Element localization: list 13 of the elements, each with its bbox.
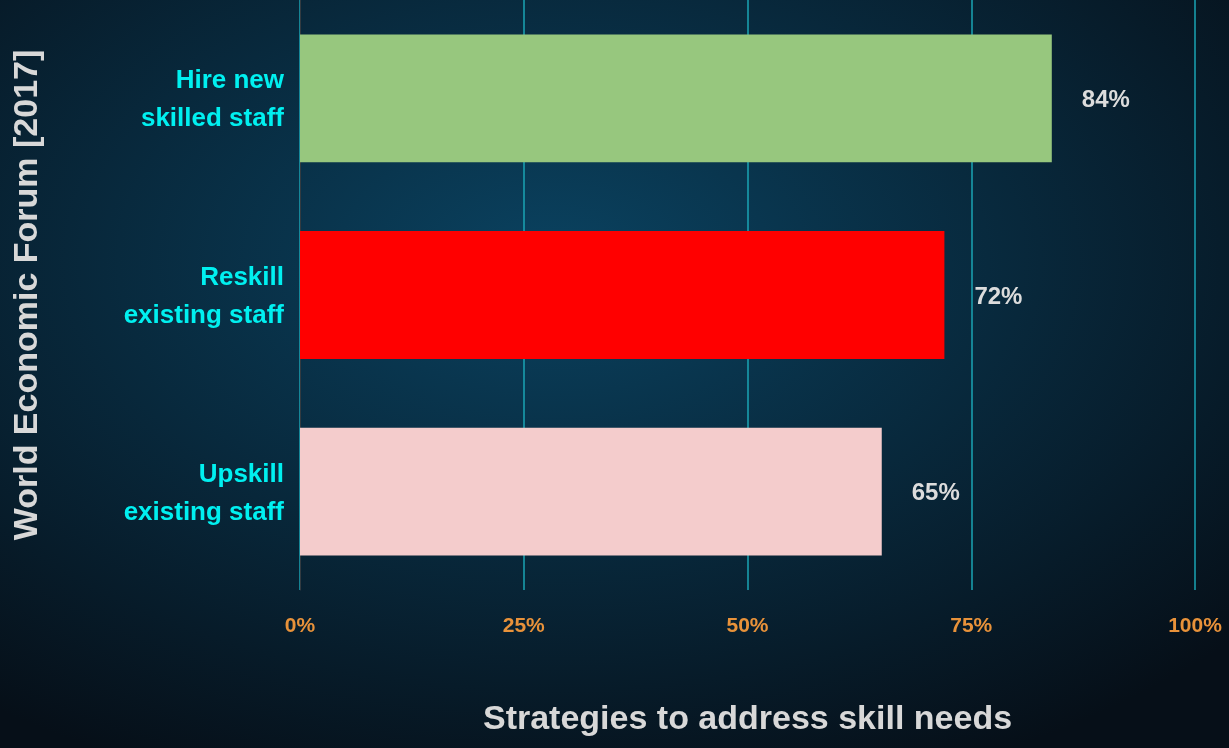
x-tick-label: 25%	[502, 613, 546, 636]
y-tick-label: Upskill existing staff	[123, 457, 285, 526]
x-tick-label: 75%	[950, 613, 993, 636]
y-tick-label: Reskill existing staff	[123, 261, 285, 329]
y-axis-title: World Economic Forum [2017]	[6, 49, 44, 541]
x-axis-title: Strategies to address skill needs	[482, 698, 1013, 736]
y-tick-label: Hire new skilled staff	[140, 64, 285, 133]
x-tick-label: 50%	[726, 613, 769, 636]
data-label: 72%	[974, 281, 1023, 309]
x-tick-label: 0%	[284, 613, 316, 636]
data-label: 84%	[1081, 84, 1130, 112]
x-tick-label: 100%	[1168, 613, 1223, 636]
data-label: 65%	[911, 478, 960, 506]
